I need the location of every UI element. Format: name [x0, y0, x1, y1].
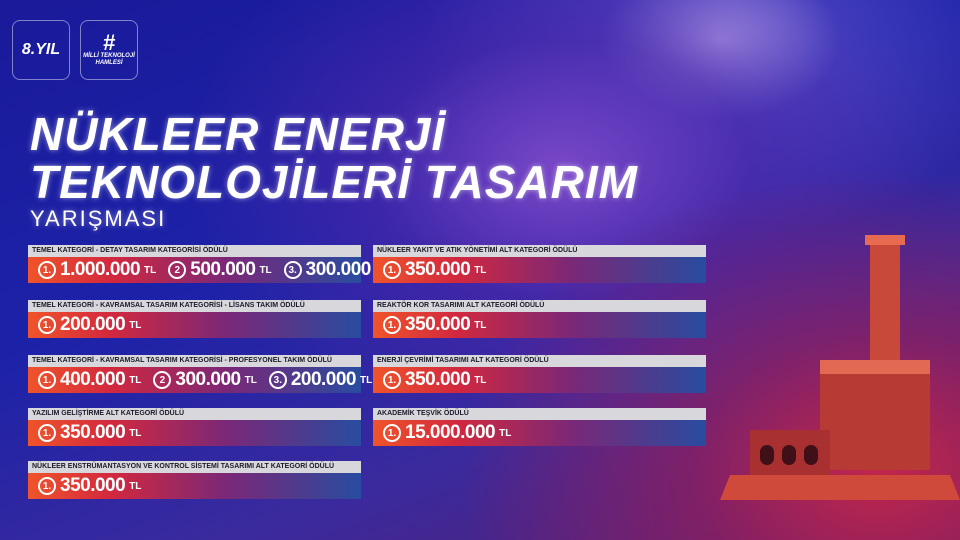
rank-badge: 2	[153, 371, 172, 389]
prize-card: REAKTÖR KOR TASARIMI ALT KATEGORİ ÖDÜLÜ 1…	[373, 300, 706, 338]
currency: TL	[129, 481, 142, 492]
prize: 1. 15.000.000 TL	[383, 422, 511, 444]
prize-amount: 350.000	[405, 369, 471, 390]
category-label: REAKTÖR KOR TASARIMI ALT KATEGORİ ÖDÜLÜ	[373, 300, 706, 312]
prize-amount: 350.000	[405, 259, 471, 280]
prize-card: TEMEL KATEGORİ - DETAY TASARIM KATEGORİS…	[28, 245, 387, 283]
currency: TL	[144, 265, 157, 276]
prize-bar: 1. 350.000 TL	[373, 367, 706, 393]
prize-bar: 1. 15.000.000 TL	[373, 420, 706, 446]
rank-badge: 1.	[38, 316, 56, 334]
currency: TL	[129, 320, 142, 331]
prize: 1. 350.000 TL	[383, 259, 486, 281]
prize-card: ENERJİ ÇEVRİMİ TASARIMI ALT KATEGORİ ÖDÜ…	[373, 355, 706, 393]
prize: 2 500.000 TL	[168, 259, 272, 281]
reactor-base	[720, 475, 960, 500]
category-label: TEMEL KATEGORİ - KAVRAMSAL TASARIM KATEG…	[28, 355, 361, 367]
rank-badge: 1.	[383, 424, 401, 442]
annex-door	[804, 445, 818, 465]
prize-amount: 300.000	[175, 369, 241, 390]
prize-amount: 350.000	[60, 475, 126, 496]
prize-bar: 1. 350.000 TL	[373, 257, 706, 283]
prize-card: NÜKLEER YAKIT VE ATIK YÖNETİMİ ALT KATEG…	[373, 245, 706, 283]
category-label: AKADEMİK TEŞVİK ÖDÜLÜ	[373, 408, 706, 420]
prize: 2 300.000 TL	[153, 369, 257, 391]
prize-amount: 400.000	[60, 369, 126, 390]
prize-bar: 1. 350.000 TL	[28, 473, 361, 499]
currency: TL	[474, 320, 487, 331]
prize-card: NÜKLEER ENSTRÜMANTASYON VE KONTROL SİSTE…	[28, 461, 361, 499]
currency: TL	[129, 375, 142, 386]
rank-badge: 1.	[38, 424, 56, 442]
currency: TL	[259, 265, 272, 276]
chimney-top	[865, 235, 905, 245]
prize-amount: 300.000	[305, 259, 372, 280]
prize-card: TEMEL KATEGORİ - KAVRAMSAL TASARIM KATEG…	[28, 355, 372, 393]
prize-amount: 15.000.000	[405, 422, 496, 443]
category-label: TEMEL KATEGORİ - KAVRAMSAL TASARIM KATEG…	[28, 300, 361, 312]
prize: 1. 1.000.000 TL	[38, 259, 156, 281]
title-line-3: YARIŞMASI	[30, 206, 167, 231]
prize-amount: 350.000	[405, 314, 471, 335]
reactor-chimney	[870, 240, 900, 360]
prize-bar: 1. 350.000 TL	[28, 420, 361, 446]
reactor-illustration	[720, 235, 960, 500]
annex-door	[760, 445, 774, 465]
logo-text: MİLLİ TEKNOLOJİ HAMLESİ	[83, 53, 135, 66]
rank-badge: 1.	[38, 261, 56, 279]
reactor-building	[820, 360, 930, 470]
prize-amount: 500.000	[190, 259, 256, 280]
rank-badge: 2	[168, 261, 187, 279]
currency: TL	[360, 375, 373, 386]
prize: 1. 350.000 TL	[38, 475, 141, 497]
prize-amount: 1.000.000	[60, 259, 141, 280]
prize-bar: 1. 400.000 TL 2 300.000 TL 3. 200.000 TL	[28, 367, 372, 393]
rank-badge: 1.	[38, 371, 56, 389]
rank-badge: 1.	[383, 261, 401, 279]
prize: 1. 350.000 TL	[383, 314, 486, 336]
prize-card: AKADEMİK TEŞVİK ÖDÜLÜ 1. 15.000.000 TL	[373, 408, 706, 446]
prize-bar: 1. 200.000 TL	[28, 312, 361, 338]
category-label: TEMEL KATEGORİ - DETAY TASARIM KATEGORİS…	[28, 245, 361, 257]
anniversary-logo: 8.YIL	[12, 20, 70, 80]
logo-text: 8.YIL	[21, 41, 61, 58]
prize-bar: 1. 350.000 TL	[373, 312, 706, 338]
prize-amount: 350.000	[60, 422, 126, 443]
category-label: ENERJİ ÇEVRİMİ TASARIMI ALT KATEGORİ ÖDÜ…	[373, 355, 706, 367]
category-label: NÜKLEER ENSTRÜMANTASYON VE KONTROL SİSTE…	[28, 461, 361, 473]
category-label: NÜKLEER YAKIT VE ATIK YÖNETİMİ ALT KATEG…	[373, 245, 706, 257]
rank-badge: 1.	[383, 371, 401, 389]
rank-badge: 3.	[283, 261, 302, 279]
currency: TL	[244, 375, 257, 386]
prize-card: YAZILIM GELİŞTİRME ALT KATEGORİ ÖDÜLÜ 1. 3…	[28, 408, 361, 446]
title-line-2: TEKNOLOJİLERİ TASARIM	[30, 156, 638, 208]
currency: TL	[129, 428, 142, 439]
currency: TL	[474, 265, 487, 276]
prize: 1. 350.000 TL	[383, 369, 486, 391]
prize: 1. 350.000 TL	[38, 422, 141, 444]
rank-badge: 1.	[38, 477, 56, 495]
rank-badge: 1.	[383, 316, 401, 334]
building-roof	[820, 360, 930, 374]
currency: TL	[499, 428, 512, 439]
prize-card: TEMEL KATEGORİ - KAVRAMSAL TASARIM KATEG…	[28, 300, 361, 338]
campaign-logo: # MİLLİ TEKNOLOJİ HAMLESİ	[80, 20, 138, 80]
prize-amount: 200.000	[60, 314, 126, 335]
prize: 1. 200.000 TL	[38, 314, 141, 336]
category-label: YAZILIM GELİŞTİRME ALT KATEGORİ ÖDÜLÜ	[28, 408, 361, 420]
prize: 1. 400.000 TL	[38, 369, 141, 391]
title-line-1: NÜKLEER ENERJİ	[30, 108, 446, 160]
rank-badge: 3.	[268, 371, 287, 389]
annex-door	[782, 445, 796, 465]
currency: TL	[474, 375, 487, 386]
hash-icon: #	[102, 30, 116, 55]
prize: 3. 200.000 TL	[268, 369, 373, 391]
prize-amount: 200.000	[290, 369, 357, 390]
